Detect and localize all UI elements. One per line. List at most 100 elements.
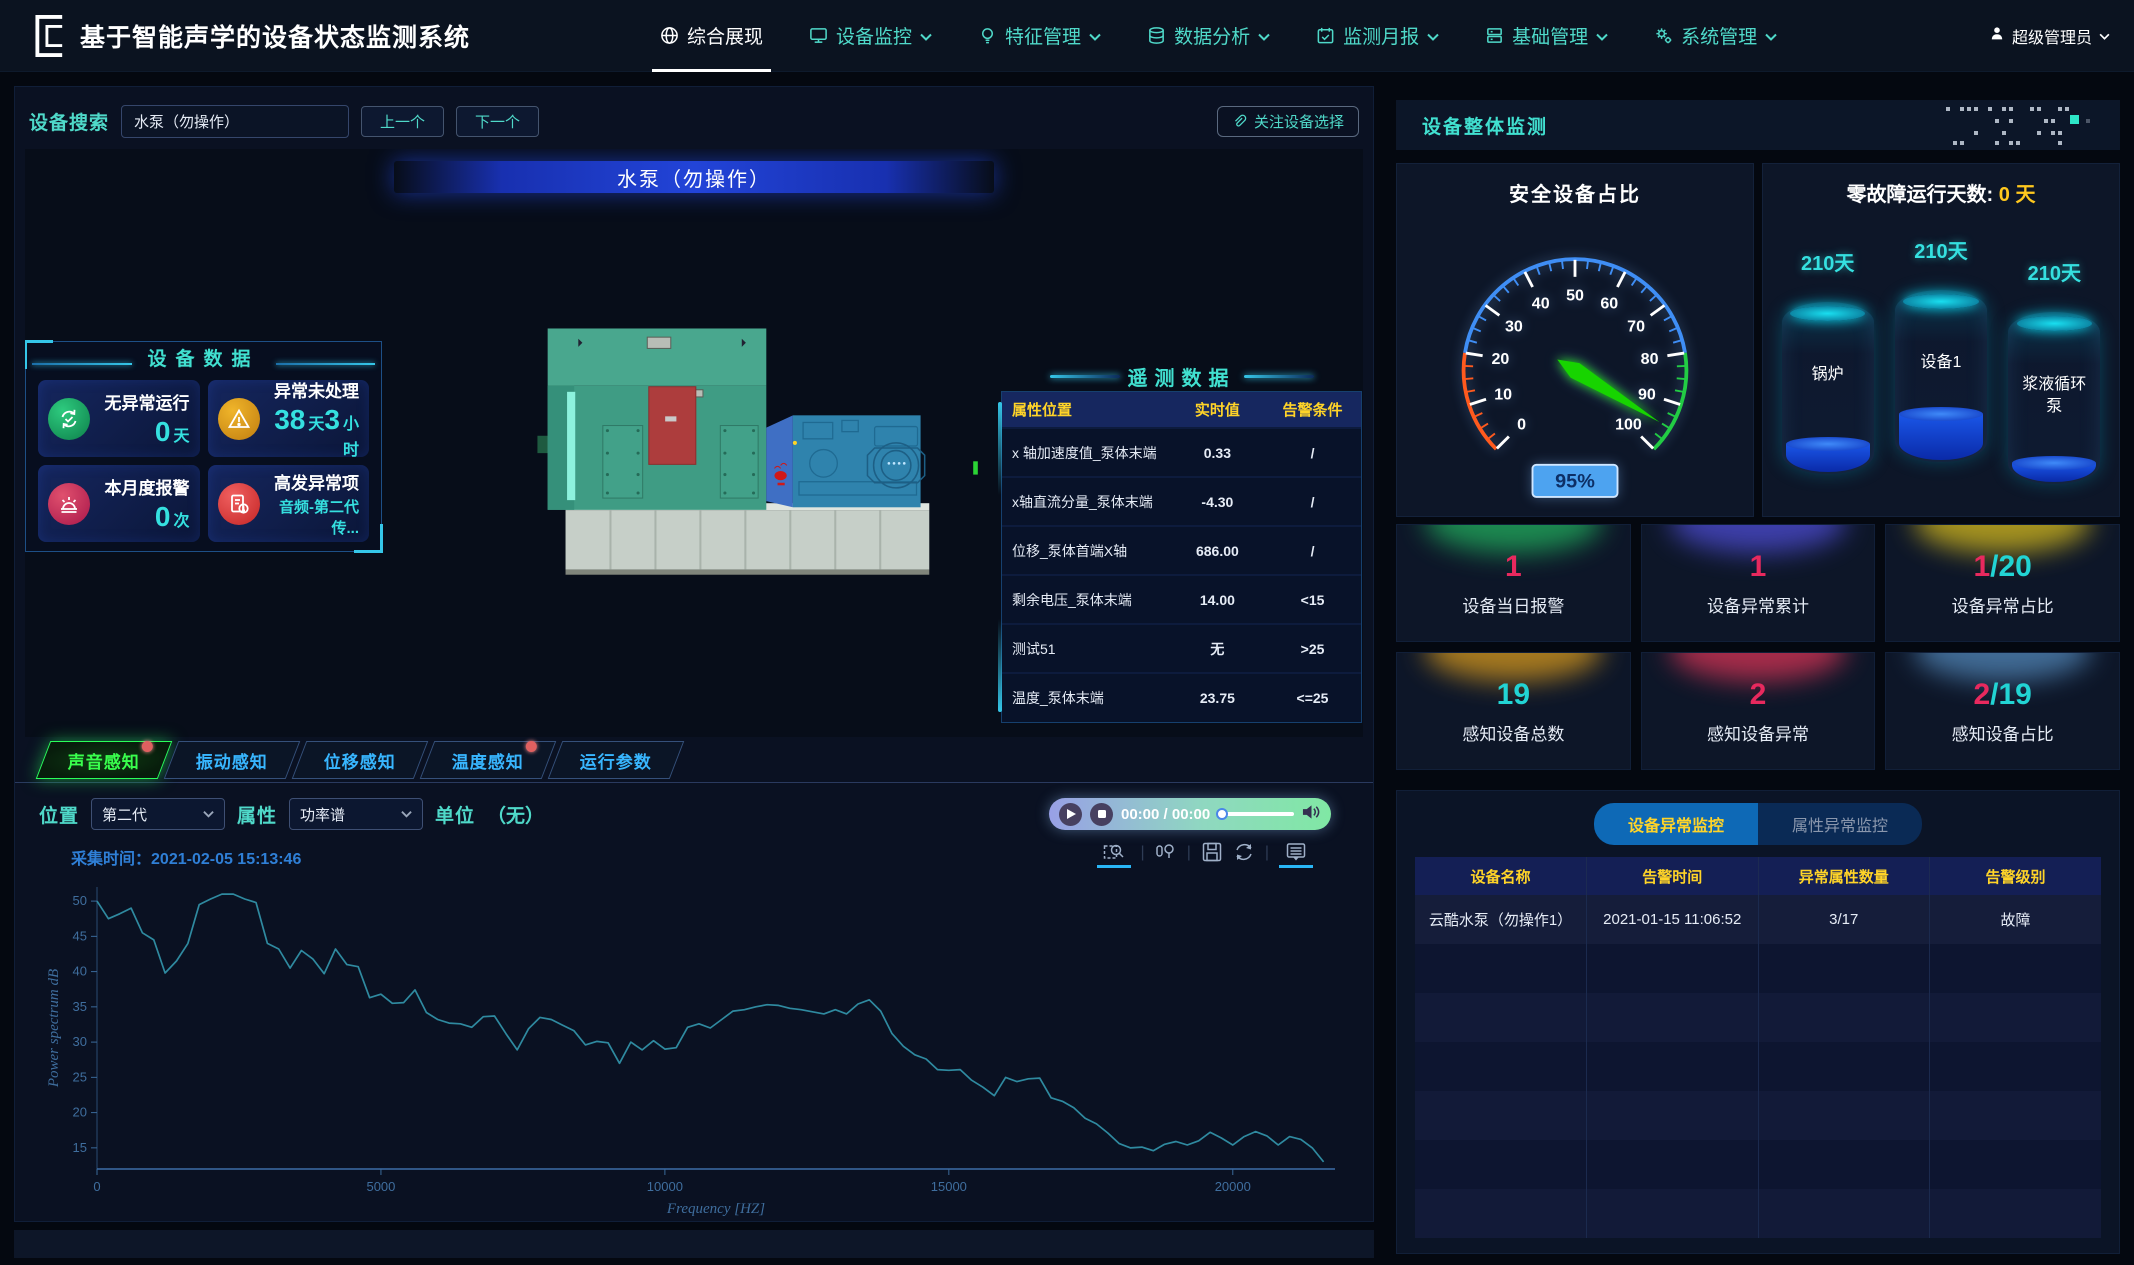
user-menu[interactable]: 超级管理员: [1989, 24, 2110, 48]
zero-fault-value: 0: [1998, 184, 2010, 206]
restore-icon[interactable]: [1233, 841, 1255, 863]
alarm-row[interactable]: 云酷水泵（勿操作1） 2021-01-15 11:06:52 3/17 故障: [1415, 895, 2101, 944]
nav-item-6[interactable]: 基础管理: [1485, 0, 1608, 72]
overview-stat-card-3: 1/20 设备异常占比: [1885, 524, 2120, 642]
device-data-panel: 设备数据 无异常运行 0 天 异常未处理 38 天3 小时 本月度报警 0 次 高发异常项 音频…: [25, 340, 383, 553]
zero-fault-card: 零故障运行天数: 0 天 210天 锅炉 210天 设备1 210天 浆液循环泵: [1762, 163, 2120, 517]
telemetry-table: 属性位置 实时值 告警条件 x 轴加速度值_泵体末端 0.33/x轴直流分量_泵体末端 -…: [1002, 392, 1361, 722]
nav-item-2[interactable]: 设备监控: [809, 0, 932, 72]
gauge-title: 安全设备占比: [1509, 184, 1641, 206]
next-device-button[interactable]: 下一个: [456, 105, 540, 137]
brand: 基于智能声学的设备状态监测系统: [24, 11, 470, 61]
sense-tabs: 声音感知 振动感知 位移感知 温度感知 运行参数: [15, 740, 1373, 783]
alert-badge: [526, 740, 537, 752]
nav-item-7[interactable]: 系统管理: [1654, 0, 1777, 72]
model-viewport[interactable]: 水泵（勿操作）: [25, 149, 1363, 737]
player-slider[interactable]: [1216, 808, 1294, 820]
svg-text:30: 30: [1505, 318, 1523, 336]
app-title: 基于智能声学的设备状态监测系统: [80, 23, 471, 52]
main-nav: 综合展现 设备监控 特征管理 数据分析 监测月报 基础管理 系统管理: [652, 0, 1777, 72]
alarm-empty-row: [1415, 1140, 2101, 1189]
warning-icon: [217, 397, 260, 440]
alarm-icon: [48, 482, 90, 525]
nav-item-3[interactable]: 特征管理: [978, 0, 1101, 72]
device-search-input[interactable]: [121, 104, 350, 138]
svg-text:0: 0: [1517, 415, 1526, 433]
cylinder-top-glow: [1789, 306, 1866, 321]
slider-knob[interactable]: [1216, 808, 1229, 820]
sense-tab-4[interactable]: 温度感知: [419, 740, 557, 779]
left-panel: 设备搜索 上一个 下一个 关注设备选择 水泵（勿操作）: [14, 86, 1374, 1222]
alarm-empty-row: [1415, 944, 2101, 993]
cylinder-3: 210天 浆液循环泵: [2002, 257, 2106, 484]
zoom-reset-icon[interactable]: [1155, 841, 1177, 863]
chevron-down-icon: [1258, 25, 1270, 47]
data-zoom-icon[interactable]: [1097, 841, 1131, 868]
check-cycle-icon: [48, 397, 90, 440]
stat-value: 2/19: [1973, 677, 2032, 711]
stat-label: 设备异常累计: [1706, 596, 1809, 616]
follow-device-button[interactable]: 关注设备选择: [1216, 105, 1359, 137]
stop-icon: [1097, 810, 1106, 818]
data-view-icon[interactable]: [1279, 841, 1313, 868]
svg-text:30: 30: [73, 1034, 87, 1049]
cylinder-2: 210天 设备1: [1889, 235, 1993, 462]
telemetry-row: 位移_泵体首端X轴 686.00/: [1002, 525, 1361, 575]
svg-text:Power spectrum dB: Power spectrum dB: [46, 969, 62, 1088]
left-footer-strip: [14, 1230, 1374, 1258]
chevron-down-icon: [203, 811, 214, 818]
sense-tab-5[interactable]: 运行参数: [547, 741, 685, 779]
stop-button[interactable]: [1090, 802, 1113, 826]
stat-label: 设备当日报警: [1462, 596, 1565, 616]
svg-text:90: 90: [1638, 385, 1656, 403]
stat-label: 感知设备总数: [1462, 724, 1565, 744]
attribute-select[interactable]: 功率谱: [289, 798, 424, 830]
volume-icon[interactable]: [1302, 804, 1321, 825]
alarm-empty-row: [1415, 993, 2101, 1042]
player-time: 00:00 / 00:00: [1121, 805, 1211, 823]
cylinder-days: 210天: [1914, 241, 1968, 263]
user-icon: [1989, 25, 2005, 46]
svg-text:15000: 15000: [931, 1179, 967, 1194]
svg-text:40: 40: [73, 964, 87, 979]
alarm-panel: 设备异常监控 属性异常监控 设备名称 告警时间 异常属性数量 告警级别 云酷水泵（勿操作1…: [1396, 790, 2120, 1254]
overview-stat-card-4: 19 感知设备总数: [1396, 652, 1631, 770]
play-button[interactable]: [1059, 802, 1082, 826]
sense-tab-1[interactable]: 声音感知: [35, 740, 173, 779]
alarm-tab-1[interactable]: 设备异常监控: [1593, 803, 1758, 845]
cylinder-liquid: [2012, 456, 2097, 482]
svg-text:80: 80: [1641, 350, 1659, 368]
right-column: 设备整体监测 安全设备占比 0 10 20 30 40 50 60 70 80 90 100 95% …: [1396, 100, 2120, 1254]
stat-grid: 1 设备当日报警 1 设备异常累计 1/20 设备异常占比 19 感知设备总数 …: [1396, 524, 2120, 770]
nav-item-4[interactable]: 数据分析: [1147, 0, 1270, 72]
svg-text:10: 10: [1494, 385, 1512, 403]
cylinder-name: 设备1: [1920, 353, 1962, 371]
telemetry-panel: 遥测数据 属性位置 实时值 告警条件 x 轴加速度值_泵体末端 0.33/x轴直流分量_…: [998, 361, 1362, 729]
overview-stat-card-1: 1 设备当日报警: [1396, 524, 1631, 642]
nav-item-5[interactable]: 监测月报: [1316, 0, 1439, 72]
database-icon: [1147, 26, 1166, 45]
attribute-label: 属性: [237, 805, 278, 827]
sense-tab-2[interactable]: 振动感知: [163, 741, 301, 779]
alarm-tab-2[interactable]: 属性异常监控: [1758, 803, 1923, 845]
position-select[interactable]: 第二代: [91, 798, 226, 830]
save-image-icon[interactable]: [1201, 841, 1223, 863]
alarm-header: 设备名称: [1415, 857, 1587, 895]
cylinder-group: 210天 锅炉 210天 设备1 210天 浆液循环泵: [1763, 223, 2119, 484]
prev-device-button[interactable]: 上一个: [361, 105, 445, 137]
telemetry-row: x轴直流分量_泵体末端 -4.30/: [1002, 476, 1361, 526]
svg-text:25: 25: [73, 1069, 87, 1084]
svg-text:45: 45: [73, 928, 87, 943]
spectrum-line-chart[interactable]: 15 20 25 30 35 40 45 50 0 5000 10000 15000 20000 Freq…: [45, 875, 1351, 1219]
device-data-cards: 无异常运行 0 天 异常未处理 38 天3 小时 本月度报警 0 次 高发异常项 音频-第二代传…: [26, 372, 381, 550]
nav-item-1[interactable]: 综合展现: [652, 0, 772, 72]
stat-label: 感知设备占比: [1951, 724, 2054, 744]
unit-label: 单位: [435, 805, 476, 827]
stat-value: 1: [1504, 549, 1522, 583]
svg-text:20000: 20000: [1215, 1179, 1251, 1194]
device-stat-card-4: 高发异常项 音频-第二代传...: [207, 465, 369, 542]
chevron-down-icon: [1765, 25, 1777, 47]
cylinder-name: 锅炉: [1811, 365, 1844, 383]
stat-value: 1/20: [1973, 549, 2032, 583]
sense-tab-3[interactable]: 位移感知: [291, 741, 429, 779]
